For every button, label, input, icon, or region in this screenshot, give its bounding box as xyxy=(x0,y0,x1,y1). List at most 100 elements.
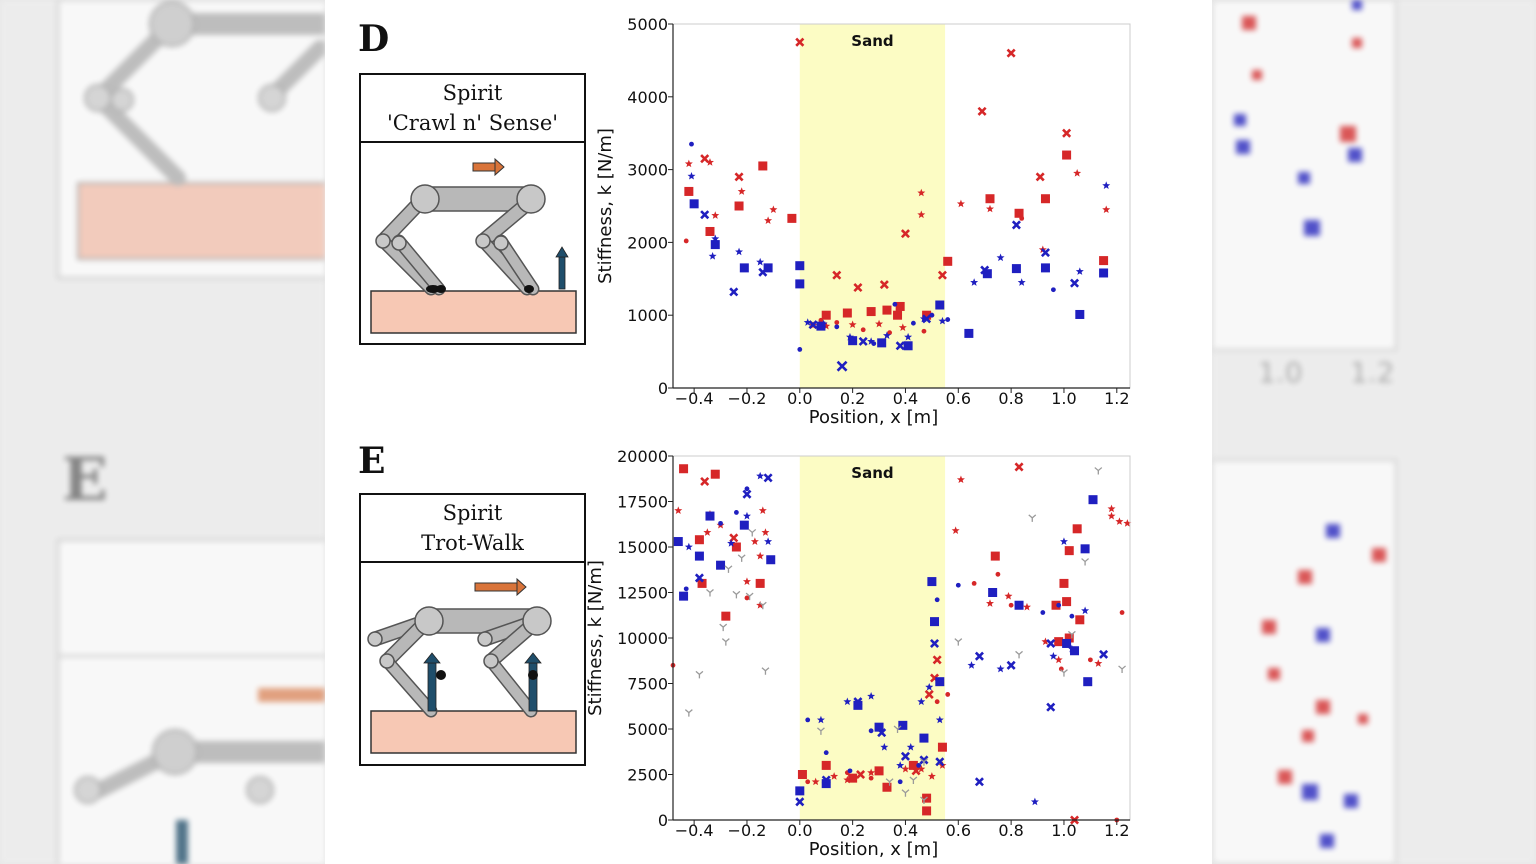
data-point xyxy=(737,187,746,195)
series-blue-x_big xyxy=(836,360,848,372)
data-point xyxy=(943,256,953,266)
data-point xyxy=(867,692,876,700)
y-tick-label: 17500 xyxy=(617,493,668,512)
data-point xyxy=(875,319,884,328)
data-point xyxy=(930,617,940,627)
data-point xyxy=(970,278,979,286)
data-point xyxy=(823,750,829,756)
data-point xyxy=(925,682,934,691)
force-arrow-icon xyxy=(555,246,569,290)
y-tick-label: 15000 xyxy=(617,538,668,557)
data-point xyxy=(935,715,944,724)
right-blurred-panel: 1.0 1.2 xyxy=(1212,0,1536,864)
x-tick-label: 0.6 xyxy=(946,821,971,840)
data-point xyxy=(694,535,704,545)
data-point xyxy=(763,473,773,483)
data-point xyxy=(1099,256,1109,266)
data-point xyxy=(853,697,863,707)
data-point xyxy=(1060,669,1068,677)
data-point xyxy=(756,601,765,609)
data-point xyxy=(877,728,887,738)
x-tick-label: 0.0 xyxy=(787,389,812,408)
stiffness-chart-e: Sand −0.4 −0.2 0.0 0.2 0.4 0.6 0.8 1.0 1.2 0 2500 50… xyxy=(585,447,1132,860)
data-point xyxy=(1022,602,1031,611)
data-point xyxy=(904,332,913,341)
data-point xyxy=(706,589,714,597)
x-tick-label: 0.0 xyxy=(787,821,812,840)
data-point xyxy=(901,789,910,797)
data-point xyxy=(1019,215,1025,221)
force-arrow-icon xyxy=(423,652,446,712)
data-point xyxy=(683,586,689,592)
data-point xyxy=(927,577,937,587)
series-blue-star xyxy=(687,171,1111,345)
data-point xyxy=(934,597,940,603)
data-point xyxy=(1004,591,1013,600)
data-point xyxy=(1073,169,1082,177)
data-point xyxy=(705,511,715,521)
series-blue-star xyxy=(684,471,1090,806)
data-point xyxy=(880,743,889,751)
data-point xyxy=(1040,610,1046,615)
data-point xyxy=(853,700,863,710)
robot-title-crawl: Spirit 'Crawl n' Sense' xyxy=(361,75,584,143)
data-point xyxy=(906,743,915,751)
data-point xyxy=(1102,181,1111,190)
trot-robot-drawing xyxy=(367,577,577,754)
data-point xyxy=(816,715,825,724)
data-point xyxy=(1008,602,1014,608)
sand-region xyxy=(799,456,946,820)
data-point xyxy=(1054,655,1063,664)
data-point xyxy=(897,779,903,785)
data-point xyxy=(1075,267,1084,275)
x-axis-label: Position, x [m] xyxy=(809,407,938,428)
data-point xyxy=(1115,517,1124,525)
data-point xyxy=(737,554,746,562)
data-point xyxy=(1014,462,1024,472)
data-point xyxy=(816,321,826,331)
y-tick-label: 0 xyxy=(658,811,668,830)
data-point xyxy=(971,581,977,586)
left-blurred-figure: E xyxy=(56,0,325,864)
data-point xyxy=(874,766,884,776)
data-point xyxy=(901,764,910,773)
data-point xyxy=(803,318,812,326)
data-point xyxy=(951,526,960,535)
data-point xyxy=(834,320,840,325)
data-point xyxy=(922,310,932,320)
data-point xyxy=(683,238,689,244)
left-blurred-panel: E xyxy=(0,0,325,864)
x-tick-label: 1.2 xyxy=(1104,821,1129,840)
data-point xyxy=(724,565,733,573)
data-point xyxy=(744,486,750,492)
data-point xyxy=(719,623,728,632)
data-point xyxy=(910,320,916,326)
data-point xyxy=(871,341,877,346)
data-point xyxy=(974,777,984,787)
y-tick-label: 3000 xyxy=(627,161,668,180)
data-point xyxy=(1051,600,1061,610)
data-point xyxy=(900,229,910,239)
data-point xyxy=(756,471,765,480)
data-point xyxy=(1070,646,1080,656)
data-point xyxy=(848,773,858,783)
data-point xyxy=(836,360,848,372)
data-point xyxy=(850,337,856,343)
x-tick-label: 0.6 xyxy=(946,389,971,408)
data-point xyxy=(1080,544,1090,554)
data-point xyxy=(1083,677,1093,687)
stiffness-chart-d: Sand −0.4 −0.2 0.0 0.2 0.4 0.6 0.8 1.0 1.2 0 1000 20… xyxy=(595,15,1131,428)
data-point xyxy=(1081,606,1090,615)
y-tick-label: 12500 xyxy=(617,584,668,603)
data-point xyxy=(1056,602,1062,608)
data-point xyxy=(821,779,831,789)
data-point xyxy=(920,758,928,766)
data-point xyxy=(1006,48,1016,58)
motion-arrow-icon xyxy=(472,157,505,177)
x-tick-label: −0.2 xyxy=(728,389,767,408)
data-point xyxy=(787,213,797,223)
data-point xyxy=(755,578,765,588)
data-point xyxy=(919,733,929,743)
data-point xyxy=(856,769,866,780)
data-point xyxy=(764,537,773,545)
